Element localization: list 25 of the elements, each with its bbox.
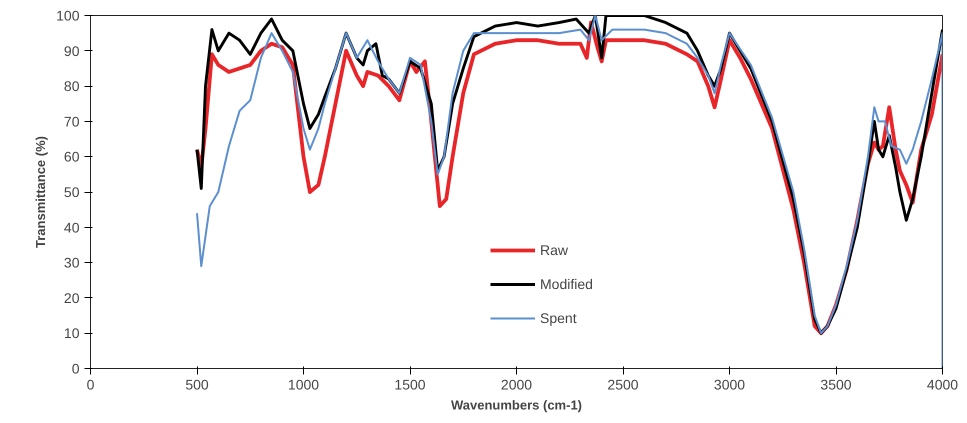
- x-tick-label: 2500: [607, 376, 639, 392]
- x-tick-label: 2000: [500, 376, 532, 392]
- y-tick-label: 40: [64, 219, 80, 236]
- x-tick-label: 1500: [394, 376, 426, 392]
- y-tick-label: 30: [64, 254, 80, 271]
- y-tick-label: 100: [56, 8, 80, 24]
- x-tick-label: 1000: [288, 376, 320, 392]
- y-axis-title: Transmittance (%): [33, 136, 48, 248]
- y-tick-label: 20: [64, 290, 80, 306]
- y-tick-label: 70: [64, 113, 80, 130]
- y-tick-label: 80: [64, 78, 80, 94]
- y-tick-label: 0: [72, 360, 80, 376]
- legend-label: Raw: [540, 242, 568, 258]
- legend-label: Spent: [540, 310, 577, 326]
- y-tick-label: 90: [64, 42, 80, 59]
- y-tick-label: 50: [64, 184, 80, 200]
- x-tick-label: 500: [185, 376, 209, 392]
- x-tick-label: 3500: [820, 376, 852, 392]
- x-axis-title: Wavenumbers (cm-1): [451, 398, 582, 412]
- y-tick-label: 60: [64, 148, 80, 165]
- x-tick-label: 4000: [926, 376, 958, 392]
- legend-label: Modified: [540, 276, 593, 292]
- y-tick-label: 10: [64, 325, 80, 342]
- x-tick-label: 3000: [714, 376, 746, 392]
- x-tick-label: 0: [86, 376, 95, 392]
